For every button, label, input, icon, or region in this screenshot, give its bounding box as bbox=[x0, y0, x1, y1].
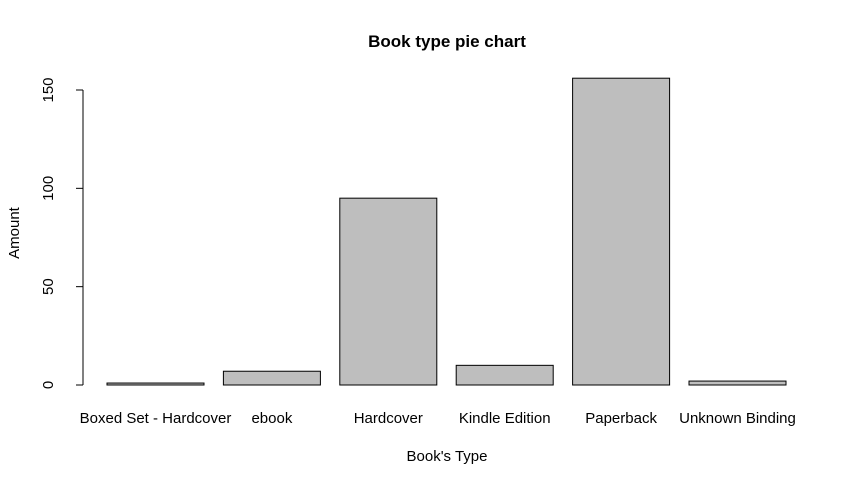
bar bbox=[339, 197, 438, 386]
x-axis-label: Book's Type bbox=[407, 448, 488, 465]
bar bbox=[106, 382, 205, 386]
y-tick-label: 150 bbox=[40, 77, 57, 102]
chart-title: Book type pie chart bbox=[368, 32, 526, 51]
bar bbox=[688, 380, 787, 386]
y-tick-label: 100 bbox=[40, 176, 57, 201]
x-tick-labels: Boxed Set - Hardcover ebook Hardcover Kindl… bbox=[80, 410, 796, 427]
x-tick-label: Paperback bbox=[585, 410, 657, 427]
x-tick-label: Kindle Edition bbox=[459, 410, 551, 427]
y-axis-label: Amount bbox=[6, 206, 23, 259]
bars bbox=[106, 77, 787, 386]
x-tick-label: ebook bbox=[251, 410, 292, 427]
y-tick-label: 0 bbox=[40, 381, 57, 389]
x-tick-label: Hardcover bbox=[354, 410, 423, 427]
bar bbox=[572, 77, 671, 386]
bar bbox=[455, 364, 554, 386]
bar bbox=[222, 370, 321, 386]
y-tick-label: 50 bbox=[40, 278, 57, 295]
x-tick-label: Unknown Binding bbox=[679, 410, 796, 427]
x-tick-label: Boxed Set - Hardcover bbox=[80, 410, 232, 427]
y-axis: 0 50 100 150 bbox=[40, 77, 84, 389]
